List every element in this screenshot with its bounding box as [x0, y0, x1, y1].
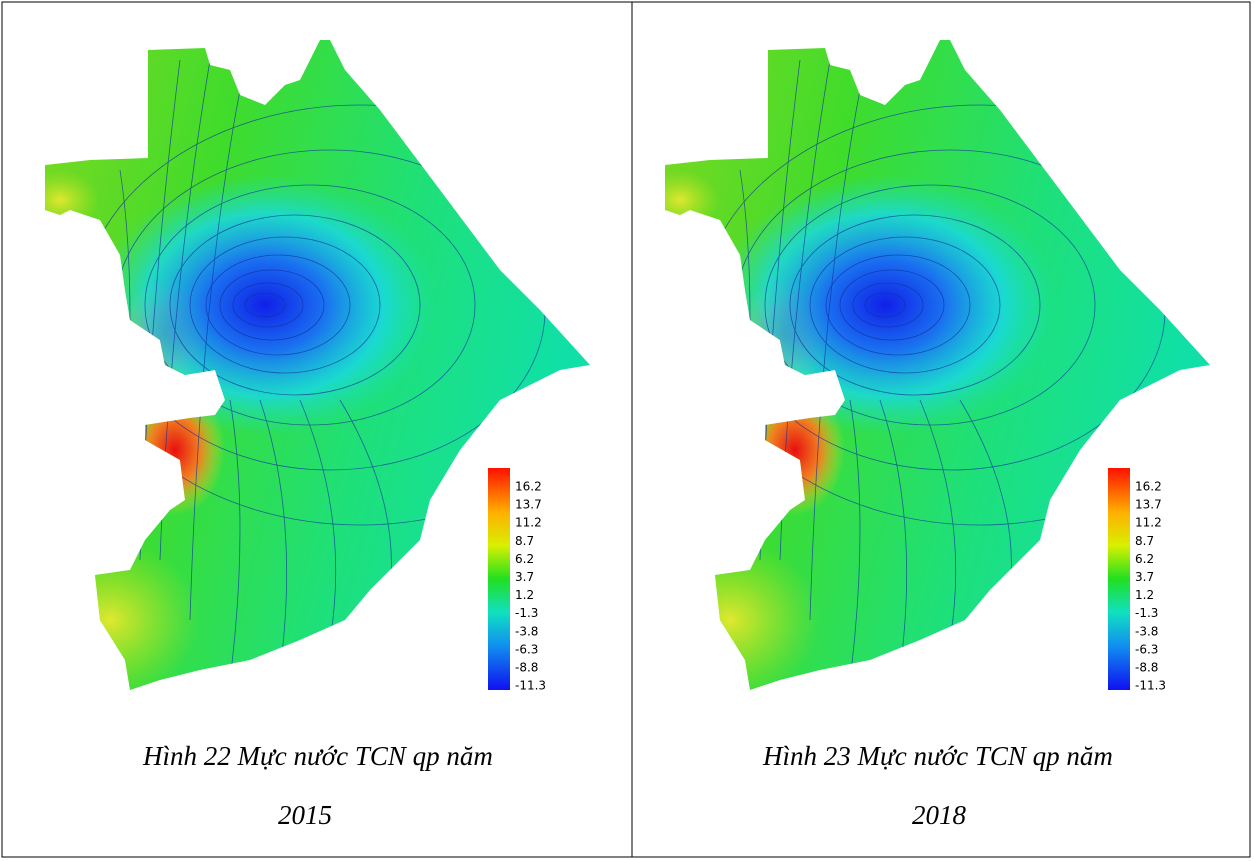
legend-label: 8.7 [1135, 534, 1154, 548]
legend-label: -6.3 [1135, 642, 1158, 656]
contour-map [665, 40, 1210, 690]
figure-caption: 2015 [278, 800, 332, 830]
legend-label: -8.8 [1135, 661, 1158, 675]
legend-label: 11.2 [515, 516, 542, 530]
legend-label: 16.2 [1135, 480, 1162, 494]
legend-label: -1.3 [515, 606, 538, 620]
legend-label: 3.7 [515, 570, 534, 584]
figure-caption: Hình 22 Mực nước TCN qp năm [142, 741, 493, 771]
legend-label: 3.7 [1135, 570, 1154, 584]
legend-label: 16.2 [515, 480, 542, 494]
figure-caption: 2018 [912, 800, 967, 830]
legend-label: 11.2 [1135, 516, 1162, 530]
legend-label: -1.3 [1135, 606, 1158, 620]
legend-colorbar [488, 468, 510, 690]
legend-label: 1.2 [1135, 588, 1154, 602]
legend-colorbar [1108, 468, 1130, 690]
legend-label: -6.3 [515, 642, 538, 656]
legend-label: 6.2 [515, 552, 534, 566]
legend-label: 13.7 [515, 498, 542, 512]
legend-label: -3.8 [515, 624, 538, 638]
legend-label: -3.8 [1135, 624, 1158, 638]
legend-label: -8.8 [515, 661, 538, 675]
legend-label: 13.7 [1135, 498, 1162, 512]
legend-label: 6.2 [1135, 552, 1154, 566]
legend-label: -11.3 [515, 679, 546, 693]
figure-caption: Hình 23 Mực nước TCN qp năm [762, 741, 1113, 771]
legend-label: 8.7 [515, 534, 534, 548]
legend-label: 1.2 [515, 588, 534, 602]
contour-map [45, 40, 590, 690]
legend-label: -11.3 [1135, 679, 1166, 693]
